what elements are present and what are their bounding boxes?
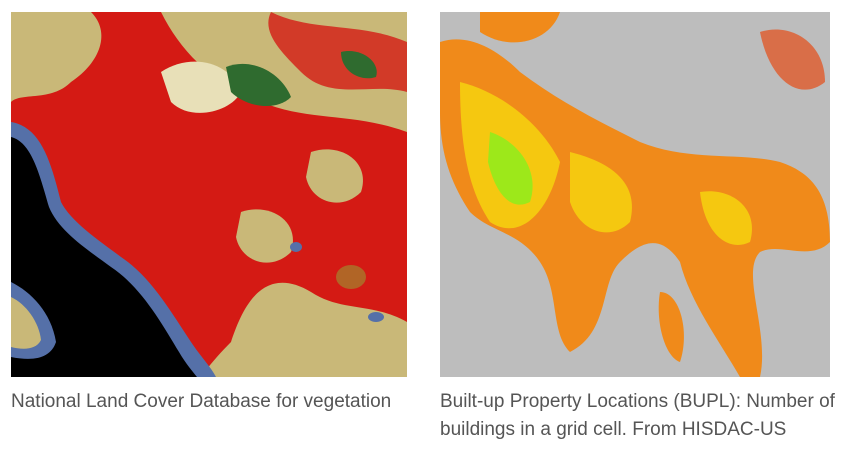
caption: Built-up Property Locations (BUPL): Numb… bbox=[440, 391, 835, 440]
built-up-map bbox=[440, 12, 830, 377]
caption: National Land Cover Database for vegetat… bbox=[11, 391, 392, 412]
land-cover-map bbox=[11, 12, 407, 377]
